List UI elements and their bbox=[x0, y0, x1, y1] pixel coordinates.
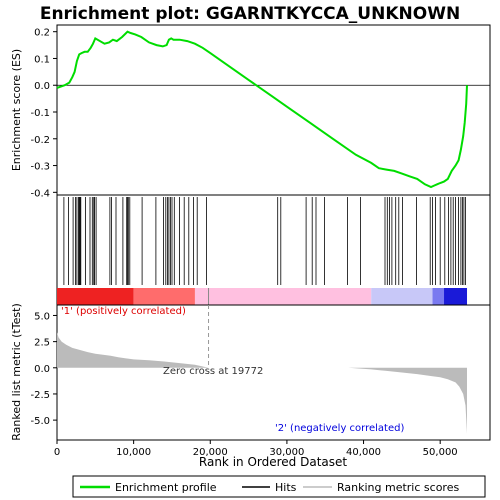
metric-y-tick-label: 0.0 bbox=[34, 364, 50, 375]
legend-box bbox=[72, 475, 486, 498]
metric-y-tick-label: -5.0 bbox=[30, 416, 50, 427]
x-tick-label: 10,000 bbox=[116, 447, 151, 458]
zero-cross-label: Zero cross at 19772 bbox=[163, 366, 263, 377]
es-y-tick-label: -0.4 bbox=[30, 188, 50, 199]
es-y-tick-label: -0.3 bbox=[30, 162, 50, 173]
legend-metric-label: Ranking metric scores bbox=[337, 481, 459, 494]
colorbar-segment bbox=[444, 288, 468, 305]
legend-hits-label: Hits bbox=[275, 481, 297, 494]
metric-y-tick-label: 2.5 bbox=[34, 338, 50, 349]
legend-enrichment-label: Enrichment profile bbox=[115, 481, 217, 494]
x-tick-label: 50,000 bbox=[423, 447, 458, 458]
es-y-axis-label: Enrichment score (ES) bbox=[10, 49, 23, 171]
positive-correlated-label: '1' (positively correlated) bbox=[61, 306, 186, 317]
es-plot-frame bbox=[56, 24, 491, 196]
es-y-tick-label: 0.2 bbox=[34, 28, 50, 39]
es-y-tick-label: 0.0 bbox=[34, 81, 50, 92]
es-y-tick-label: 0.1 bbox=[34, 54, 50, 65]
colorbar-segment bbox=[371, 288, 433, 305]
es-y-tick-label: -0.2 bbox=[30, 135, 50, 146]
es-y-tick-label: -0.1 bbox=[30, 108, 50, 119]
chart-title: Enrichment plot: GGARNTKYCCA_UNKNOWN bbox=[40, 4, 460, 24]
metric-y-axis-label: Ranked list metric (tTest) bbox=[10, 303, 23, 440]
metric-y-tick-label: -2.5 bbox=[30, 390, 50, 401]
x-tick-label: 20,000 bbox=[193, 447, 228, 458]
metric-panel: 5.0 2.5 0.0 -2.5 -5.0 0 10,000 20,000 30,000 40,… bbox=[10, 303, 491, 469]
es-panel: 0.2 0.1 0.0 -0.1 -0.2 -0.3 -0.4 Enrichment sco… bbox=[10, 24, 491, 199]
colorbar-segment bbox=[57, 288, 134, 305]
x-tick-label: 40,000 bbox=[346, 447, 381, 458]
negative-correlated-label: '2' (negatively correlated) bbox=[275, 423, 404, 434]
x-axis-label: Rank in Ordered Dataset bbox=[199, 455, 347, 469]
hits-frame bbox=[56, 194, 491, 306]
x-tick-label: 30,000 bbox=[269, 447, 304, 458]
colorbar-segment bbox=[194, 288, 372, 305]
metric-y-tick-label: 5.0 bbox=[34, 311, 50, 322]
colorbar-segment bbox=[133, 288, 195, 305]
enrichment-profile-line bbox=[56, 30, 468, 189]
legend: Enrichment profile Hits Ranking metric s… bbox=[72, 475, 486, 498]
hits-panel bbox=[56, 194, 491, 306]
colorbar-segment bbox=[432, 288, 445, 305]
x-tick-label: 0 bbox=[54, 447, 60, 458]
